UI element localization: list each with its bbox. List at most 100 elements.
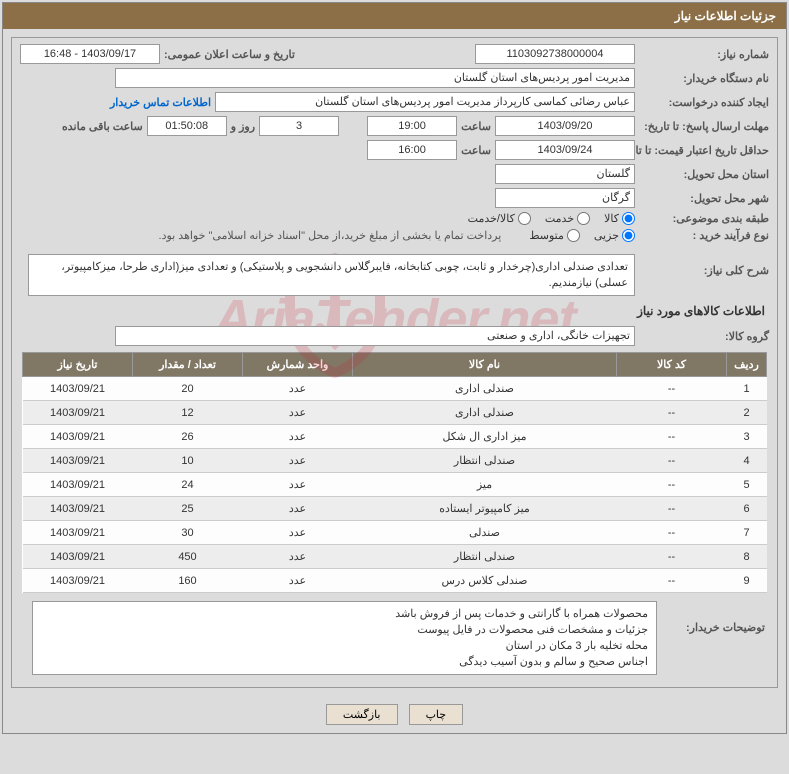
table-cell: 1403/09/21 <box>23 497 133 521</box>
window: جزئیات اطلاعات نیاز AriaTender.net شماره… <box>2 2 787 734</box>
back-button[interactable]: بازگشت <box>326 704 398 725</box>
radio-medium[interactable] <box>567 229 580 242</box>
reply-deadline-label: مهلت ارسال پاسخ: تا تاریخ: <box>639 120 769 133</box>
table-cell: -- <box>617 449 727 473</box>
need-number-label: شماره نیاز: <box>639 48 769 61</box>
table-header-cell: کد کالا <box>617 353 727 377</box>
table-row: 1--صندلی اداریعدد201403/09/21 <box>23 377 767 401</box>
table-cell: 1 <box>727 377 767 401</box>
table-cell: عدد <box>243 497 353 521</box>
radio-goods-item[interactable]: کالا <box>604 212 635 225</box>
table-cell: 20 <box>133 377 243 401</box>
remaining-label: ساعت باقی مانده <box>62 120 143 133</box>
reply-deadline-time: 19:00 <box>367 116 457 136</box>
table-row: 8--صندلی انتظارعدد4501403/09/21 <box>23 545 767 569</box>
city-label: شهر محل تحویل: <box>639 192 769 205</box>
table-cell: 10 <box>133 449 243 473</box>
buyer-notes-label: توضیحات خریدار: <box>665 601 765 634</box>
table-cell: 6 <box>727 497 767 521</box>
payment-note: پرداخت تمام یا بخشی از مبلغ خرید،از محل … <box>159 229 502 242</box>
table-cell: عدد <box>243 449 353 473</box>
goods-info-title: اطلاعات کالاهای مورد نیاز <box>16 298 773 324</box>
goods-group-field: تجهیزات خانگی، اداری و صنعتی <box>115 326 635 346</box>
radio-service-item[interactable]: خدمت <box>545 212 590 225</box>
radio-partial-item[interactable]: جزیی <box>594 229 635 242</box>
table-cell: صندلی کلاس درس <box>353 569 617 593</box>
table-cell: 8 <box>727 545 767 569</box>
table-cell: عدد <box>243 473 353 497</box>
row-city: شهر محل تحویل: گرگان <box>16 186 773 210</box>
row-price-valid: حداقل تاریخ اعتبار قیمت: تا تاریخ: 1403/… <box>16 138 773 162</box>
need-number-field: 1103092738000004 <box>475 44 635 64</box>
table-cell: 5 <box>727 473 767 497</box>
table-cell: میز <box>353 473 617 497</box>
table-cell: 1403/09/21 <box>23 377 133 401</box>
table-cell: عدد <box>243 569 353 593</box>
table-cell: -- <box>617 401 727 425</box>
table-cell: 160 <box>133 569 243 593</box>
header-bar: جزئیات اطلاعات نیاز <box>3 3 786 29</box>
announce-dt-field: 1403/09/17 - 16:48 <box>20 44 160 64</box>
price-valid-date: 1403/09/24 <box>495 140 635 160</box>
row-reply-deadline: مهلت ارسال پاسخ: تا تاریخ: 1403/09/20 سا… <box>16 114 773 138</box>
city-field: گرگان <box>495 188 635 208</box>
radio-goods-service-label: کالا/خدمت <box>468 212 515 225</box>
row-requester: ایجاد کننده درخواست: عباس رضائی کماسی کا… <box>16 90 773 114</box>
price-valid-time: 16:00 <box>367 140 457 160</box>
table-cell: صندلی اداری <box>353 401 617 425</box>
buyer-notes-line: جزئیات و مشخصات فنی محصولات در فایل پیوس… <box>41 622 648 638</box>
table-header-cell: تعداد / مقدار <box>133 353 243 377</box>
countdown-time: 01:50:08 <box>147 116 227 136</box>
days-and-label: روز و <box>231 120 255 133</box>
purchase-type-label: نوع فرآیند خرید : <box>639 229 769 242</box>
radio-partial-label: جزیی <box>594 229 619 242</box>
table-cell: 3 <box>727 425 767 449</box>
table-cell: -- <box>617 425 727 449</box>
footer-buttons: چاپ بازگشت <box>3 696 786 733</box>
row-general-desc: شرح کلی نیاز: تعدادی صندلی اداری(چرخدار … <box>16 252 773 298</box>
buyer-notes-line: محله تخلیه بار 3 مکان در استان <box>41 638 648 654</box>
subject-class-radios: کالا خدمت کالا/خدمت <box>468 212 635 225</box>
table-row: 9--صندلی کلاس درسعدد1601403/09/21 <box>23 569 767 593</box>
table-row: 5--میزعدد241403/09/21 <box>23 473 767 497</box>
print-button[interactable]: چاپ <box>409 704 464 725</box>
table-header-cell: واحد شمارش <box>243 353 353 377</box>
table-header-cell: نام کالا <box>353 353 617 377</box>
form-area: AriaTender.net شماره نیاز: 1103092738000… <box>11 37 778 688</box>
subject-class-label: طبقه بندی موضوعی: <box>639 212 769 225</box>
radio-medium-label: متوسط <box>529 229 564 242</box>
table-cell: -- <box>617 521 727 545</box>
table-cell: 1403/09/21 <box>23 473 133 497</box>
table-cell: -- <box>617 545 727 569</box>
table-cell: 1403/09/21 <box>23 569 133 593</box>
table-cell: 1403/09/21 <box>23 401 133 425</box>
radio-goods-label: کالا <box>604 212 619 225</box>
table-cell: عدد <box>243 401 353 425</box>
table-cell: 4 <box>727 449 767 473</box>
radio-goods-service[interactable] <box>518 212 531 225</box>
row-need-number: شماره نیاز: 1103092738000004 تاریخ و ساع… <box>16 42 773 66</box>
buyer-notes-line: اجناس صحیح و سالم و بدون آسیب دیدگی <box>41 654 648 670</box>
radio-goods[interactable] <box>622 212 635 225</box>
row-purchase-type: نوع فرآیند خرید : جزیی متوسط پرداخت تمام… <box>16 227 773 244</box>
table-cell: عدد <box>243 425 353 449</box>
table-cell: صندلی اداری <box>353 377 617 401</box>
table-cell: 1403/09/21 <box>23 521 133 545</box>
radio-service-label: خدمت <box>545 212 574 225</box>
province-field: گلستان <box>495 164 635 184</box>
table-cell: -- <box>617 473 727 497</box>
goods-table: ردیفکد کالانام کالاواحد شمارشتعداد / مقد… <box>22 352 767 593</box>
contact-link[interactable]: اطلاعات تماس خریدار <box>110 96 211 109</box>
radio-service[interactable] <box>577 212 590 225</box>
announce-dt-label: تاریخ و ساعت اعلان عمومی: <box>164 48 295 61</box>
goods-group-label: گروه کالا: <box>639 330 769 343</box>
radio-goods-service-item[interactable]: کالا/خدمت <box>468 212 531 225</box>
general-desc-label: شرح کلی نیاز: <box>639 254 769 277</box>
table-cell: میز اداری ال شکل <box>353 425 617 449</box>
radio-partial[interactable] <box>622 229 635 242</box>
general-desc-field: تعدادی صندلی اداری(چرخدار و ثابت، چوبی ک… <box>28 254 635 296</box>
radio-medium-item[interactable]: متوسط <box>529 229 580 242</box>
buyer-org-field: مدیریت امور پردیس‌های استان گلستان <box>115 68 635 88</box>
price-valid-label: حداقل تاریخ اعتبار قیمت: تا تاریخ: <box>639 144 769 157</box>
row-goods-group: گروه کالا: تجهیزات خانگی، اداری و صنعتی <box>16 324 773 348</box>
